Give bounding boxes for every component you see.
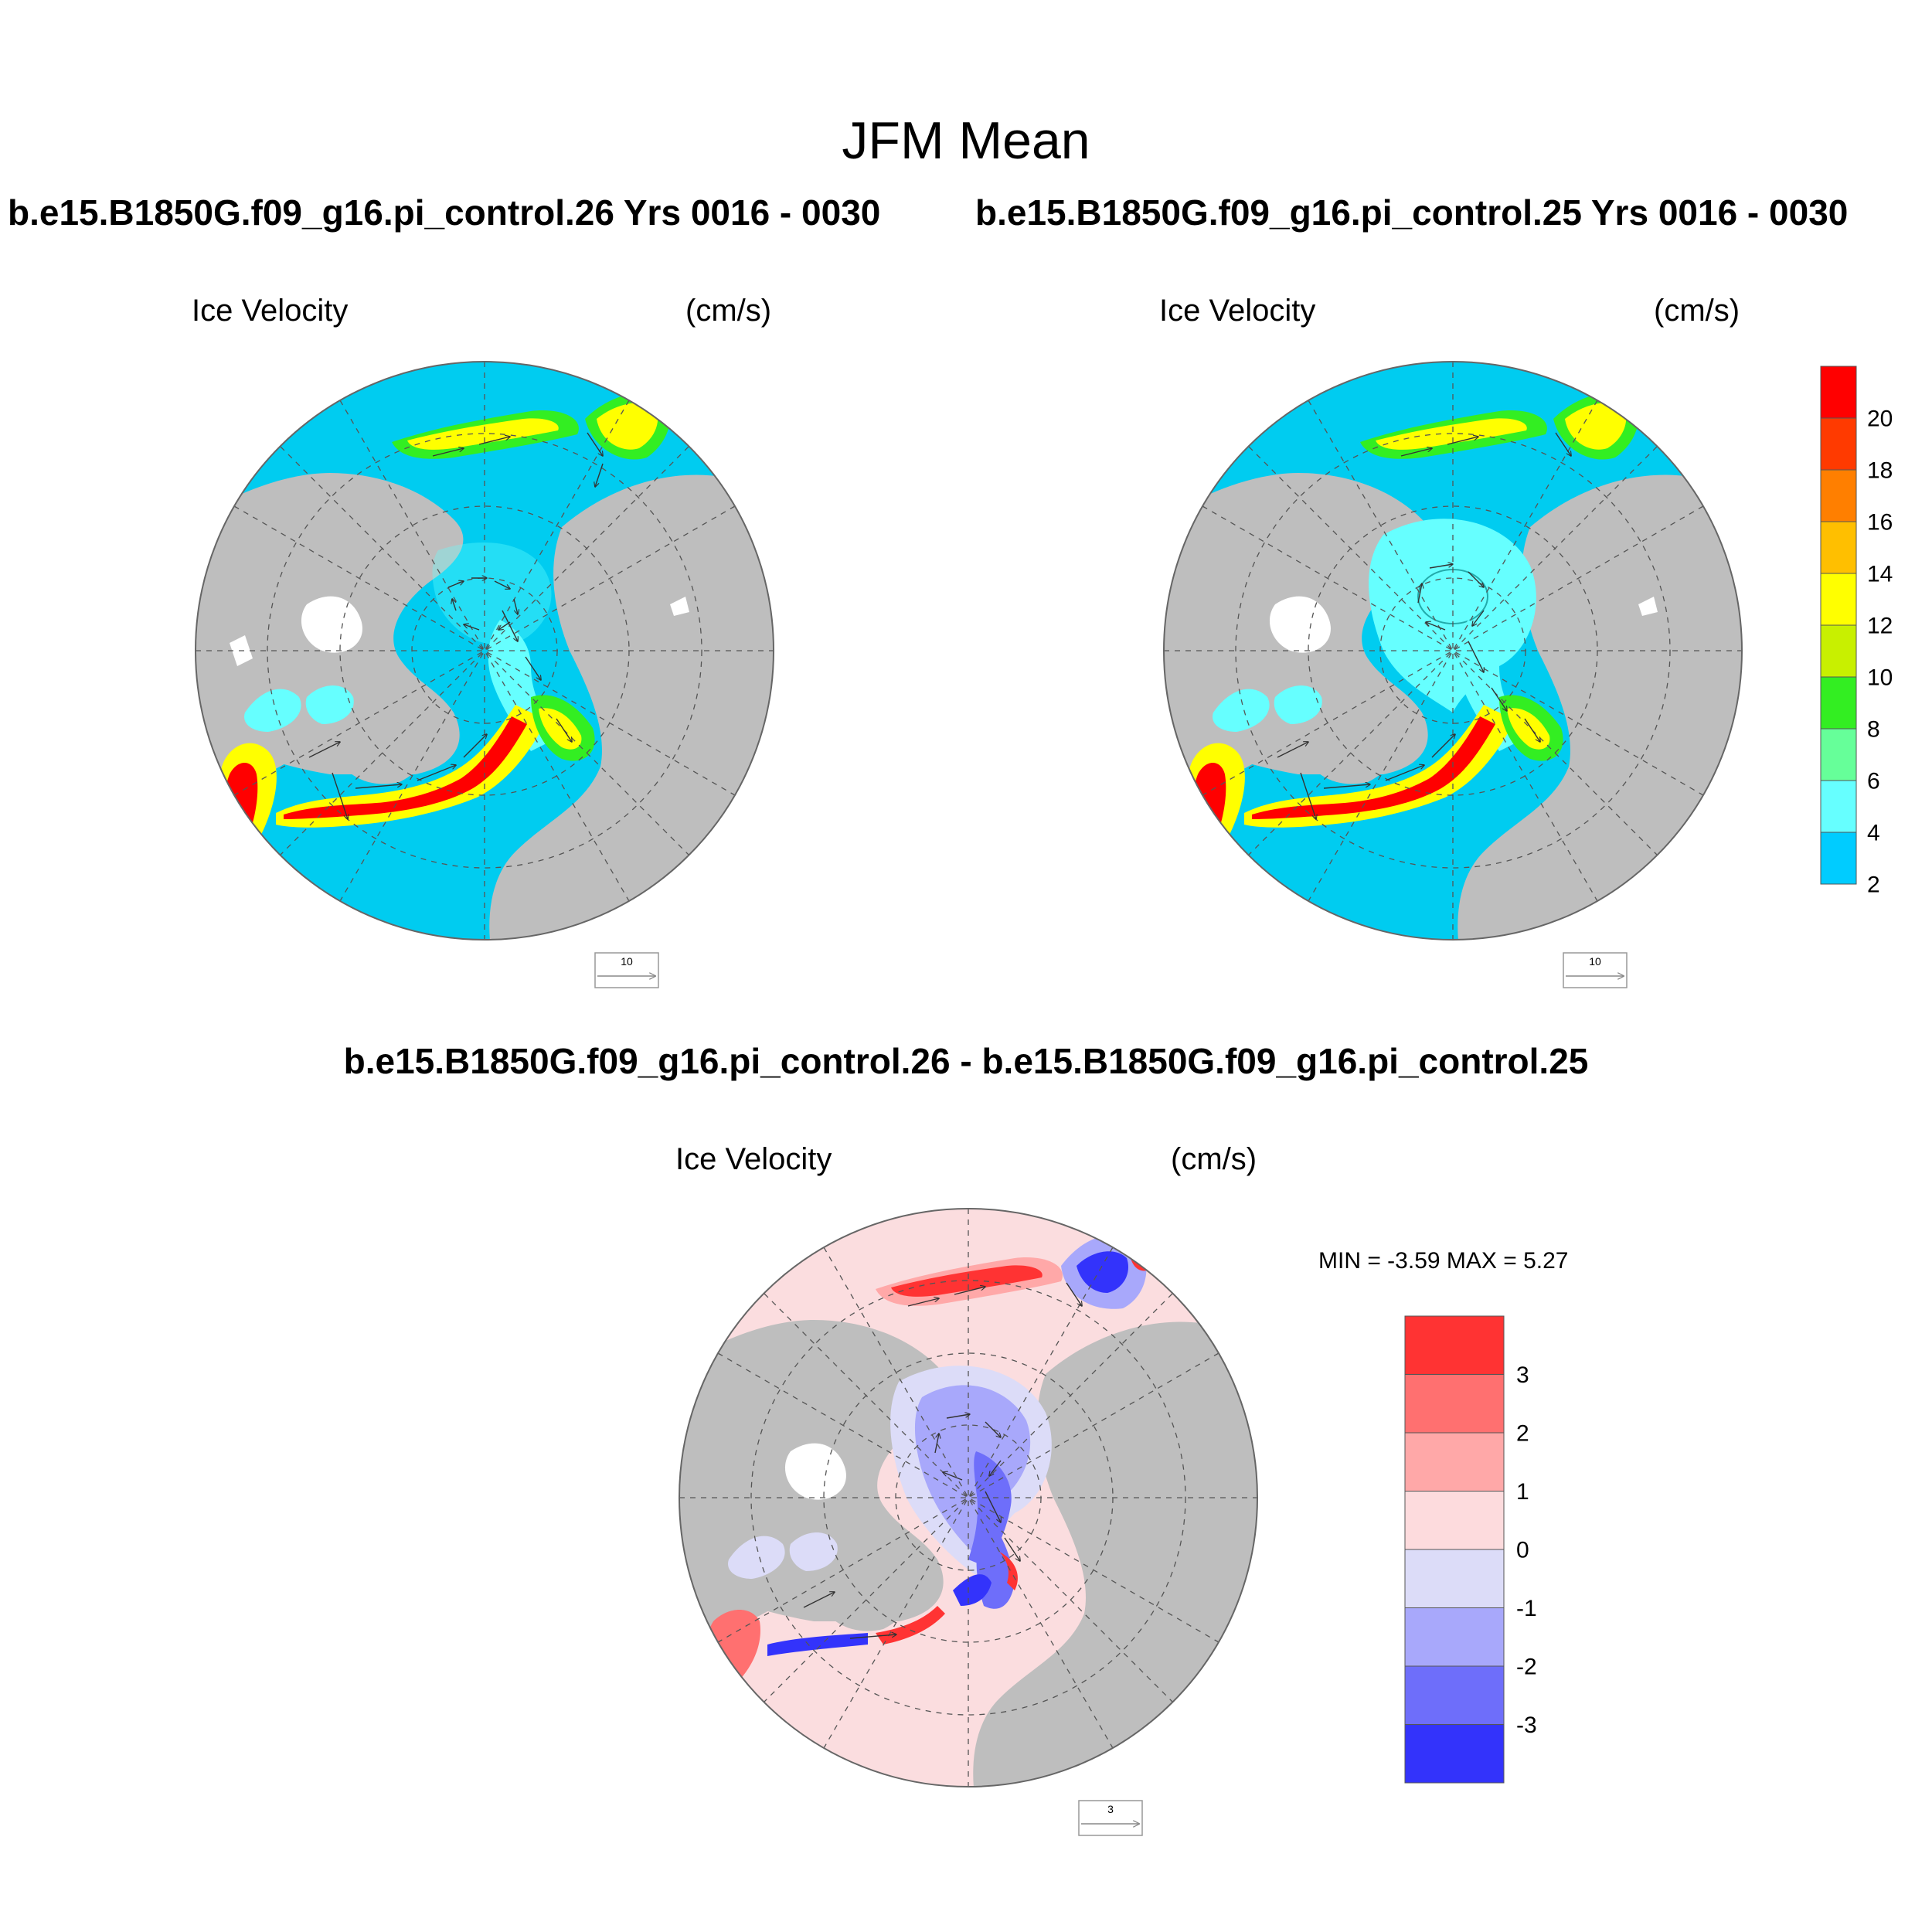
colorbar-difference-swatch — [1404, 1549, 1505, 1608]
colorbar-speed-tick-label: 14 — [1867, 562, 1893, 587]
colorbar-difference-swatch — [1404, 1607, 1505, 1667]
field-label-diff: Ice Velocity — [675, 1142, 832, 1176]
reference-vector-right-label: 10 — [1589, 955, 1601, 968]
min-max-label: MIN = -3.59 MAX = 5.27 — [1318, 1248, 1569, 1274]
diff-title: b.e15.B1850G.f09_g16.pi_control.26 - b.e… — [343, 1041, 1589, 1081]
colorbar-difference-swatch — [1404, 1374, 1505, 1434]
colorbar-difference-tick-label: 1 — [1516, 1479, 1529, 1505]
reference-vector-left — [594, 952, 659, 988]
colorbar-difference-swatch — [1404, 1432, 1505, 1492]
map-right — [1163, 361, 1743, 940]
colorbar-speed-swatch — [1820, 780, 1857, 833]
colorbar-speed-swatch — [1820, 366, 1857, 419]
colorbar-difference-tick-label: -1 — [1516, 1596, 1537, 1621]
colorbar-difference-tick-label: 2 — [1516, 1421, 1529, 1447]
colorbar-speed-swatch — [1820, 676, 1857, 730]
field-label-left: Ice Velocity — [192, 294, 349, 328]
colorbar-speed-tick-label: 18 — [1867, 458, 1893, 484]
colorbar-speed-swatch — [1820, 469, 1857, 522]
colorbar-speed-tick-label: 20 — [1867, 406, 1893, 432]
reference-vector-diff-label: 3 — [1107, 1803, 1114, 1815]
reference-vector-right — [1563, 952, 1628, 988]
units-label-diff: (cm/s) — [1171, 1142, 1257, 1176]
colorbar-speed-tick-label: 8 — [1867, 717, 1880, 743]
colorbar-difference-tick-label: -2 — [1516, 1655, 1537, 1680]
colorbar-speed: 20 18 16 14 12 10 8 6 4 2 — [1820, 366, 1893, 898]
units-label-right: (cm/s) — [1654, 294, 1740, 328]
colorbar-speed-swatch — [1820, 728, 1857, 781]
colorbar-speed-tick-label: 2 — [1867, 872, 1880, 898]
colorbar-speed-tick-label: 10 — [1867, 665, 1893, 691]
colorbar-speed-tick-label: 4 — [1867, 821, 1880, 846]
colorbar-difference-tick-label: -3 — [1516, 1713, 1537, 1738]
colorbar-difference-swatch — [1404, 1491, 1505, 1550]
colorbar-difference-tick-label: 3 — [1516, 1362, 1529, 1388]
colorbar-speed-swatch — [1820, 624, 1857, 678]
colorbar-difference-swatch — [1404, 1315, 1505, 1375]
colorbar-speed-swatch — [1820, 521, 1857, 574]
case-title-right: b.e15.B1850G.f09_g16.pi_control.25 Yrs 0… — [975, 192, 1849, 233]
units-label-left: (cm/s) — [685, 294, 772, 328]
colorbar-difference-swatch — [1404, 1724, 1505, 1784]
map-left — [195, 361, 774, 940]
colorbar-speed-tick-label: 12 — [1867, 614, 1893, 639]
main-title: JFM Mean — [842, 111, 1090, 170]
colorbar-speed-swatch — [1820, 832, 1857, 885]
map-diff — [679, 1208, 1258, 1787]
colorbar-difference-swatch — [1404, 1665, 1505, 1725]
colorbar-difference: 3 2 1 0 -1 -2 -3 — [1404, 1315, 1537, 1784]
field-label-right: Ice Velocity — [1159, 294, 1316, 328]
colorbar-speed-tick-label: 16 — [1867, 510, 1893, 536]
case-title-left: b.e15.B1850G.f09_g16.pi_control.26 Yrs 0… — [8, 192, 881, 233]
colorbar-difference-tick-label: 0 — [1516, 1538, 1529, 1563]
colorbar-speed-tick-label: 6 — [1867, 769, 1880, 794]
colorbar-speed-swatch — [1820, 573, 1857, 626]
colorbar-speed-swatch — [1820, 417, 1857, 471]
reference-vector-left-label: 10 — [621, 955, 633, 968]
reference-vector-diff — [1078, 1800, 1143, 1836]
